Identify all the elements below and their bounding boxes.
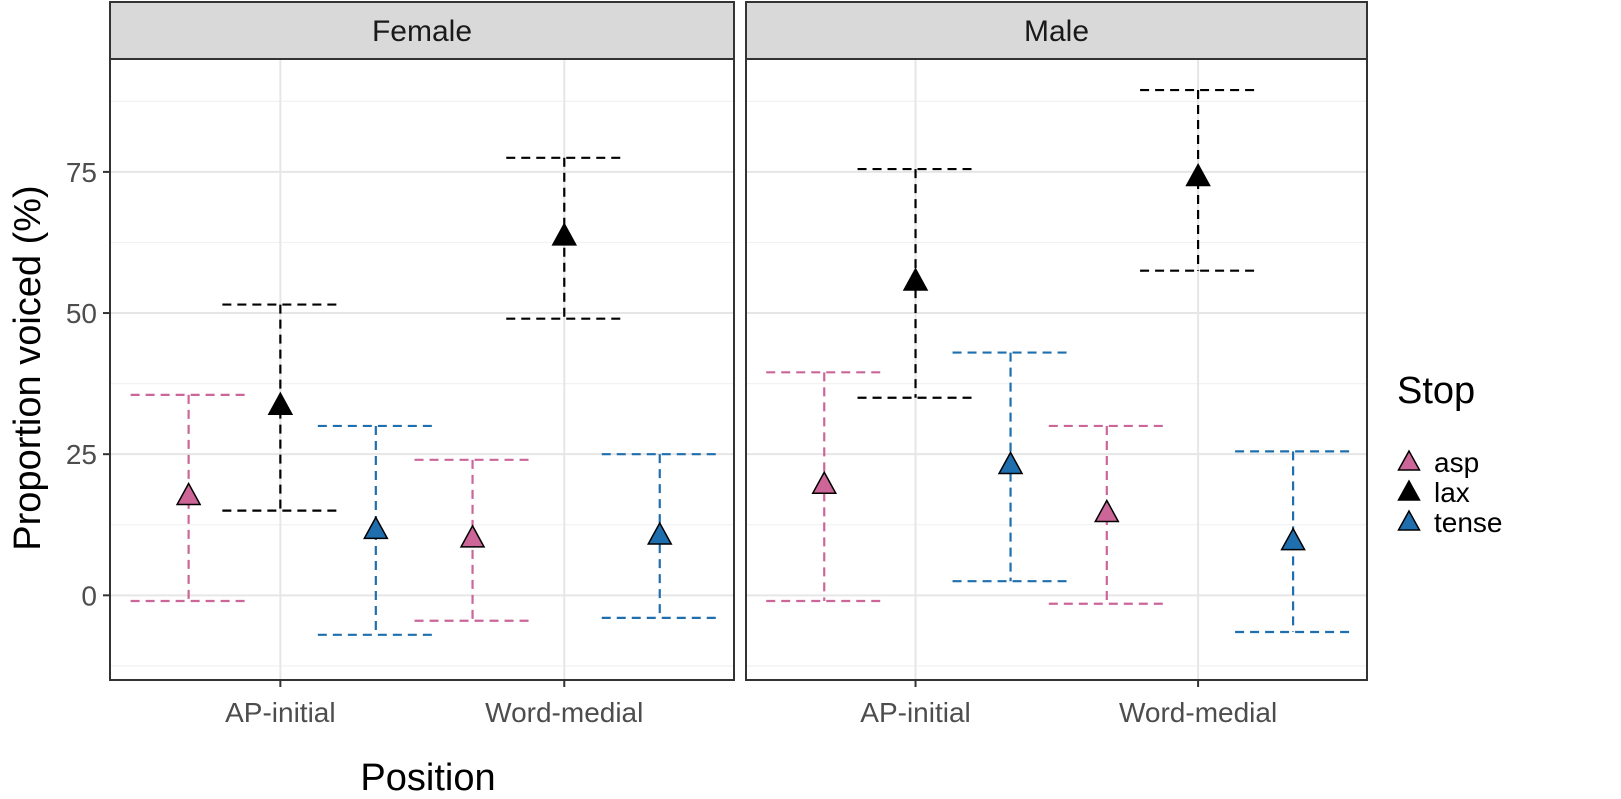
x-tick-label: AP-initial (225, 697, 335, 728)
y-axis-title: Proportion voiced (%) (7, 185, 49, 550)
errorbar-tense (952, 351, 1069, 583)
strip-label: Male (1024, 15, 1089, 48)
legend-key-lax (1397, 479, 1421, 501)
point-tense (363, 515, 389, 540)
legend-label-lax: lax (1434, 477, 1470, 508)
strip-background (109, 1, 735, 60)
gridlines (746, 59, 1367, 680)
point-asp (1094, 498, 1120, 523)
facet-panel-male: Male AP-initial Word-medial (745, 1, 1368, 728)
point-asp (811, 470, 838, 494)
y-tick-label: 25 (66, 439, 97, 470)
facet-panels: Female AP-initial Word-medial Male AP-initia… (109, 1, 1368, 728)
point-lax (267, 391, 294, 415)
point-tense (997, 450, 1024, 475)
x-axis-title: Position (360, 757, 495, 799)
legend-title: Stop (1397, 370, 1475, 412)
x-tick-label: AP-initial (860, 697, 970, 728)
errorbar-lax (857, 167, 974, 399)
legend-label-tense: tense (1434, 507, 1503, 538)
point-tense (1280, 527, 1306, 551)
point-lax (551, 222, 578, 246)
point-asp (459, 524, 486, 548)
point-lax (1185, 162, 1211, 187)
errorbar-lax (222, 303, 339, 512)
y-tick-label: 75 (66, 157, 97, 188)
y-axis: 0 25 50 75 (66, 157, 110, 611)
point-tense (646, 521, 673, 545)
errorbar-asp (1048, 424, 1165, 605)
point-asp (175, 481, 202, 506)
plot-background (110, 59, 734, 680)
facet-panel-female: Female AP-initial Word-medial (109, 1, 735, 728)
plot-background (746, 59, 1367, 680)
point-lax (902, 267, 929, 291)
strip-label: Female (372, 15, 472, 48)
strip-background (745, 1, 1368, 60)
y-tick-label: 50 (66, 298, 97, 329)
legend-label-asp: asp (1434, 447, 1479, 478)
legend-key-tense (1397, 509, 1421, 531)
errorbar-asp (130, 393, 247, 603)
x-tick-label: Word-medial (485, 697, 643, 728)
errorbar-tense (317, 424, 434, 636)
legend-key-asp (1397, 449, 1421, 471)
errorbar-asp (766, 371, 883, 603)
y-tick-label: 0 (81, 580, 97, 611)
x-tick-label: Word-medial (1119, 697, 1277, 728)
